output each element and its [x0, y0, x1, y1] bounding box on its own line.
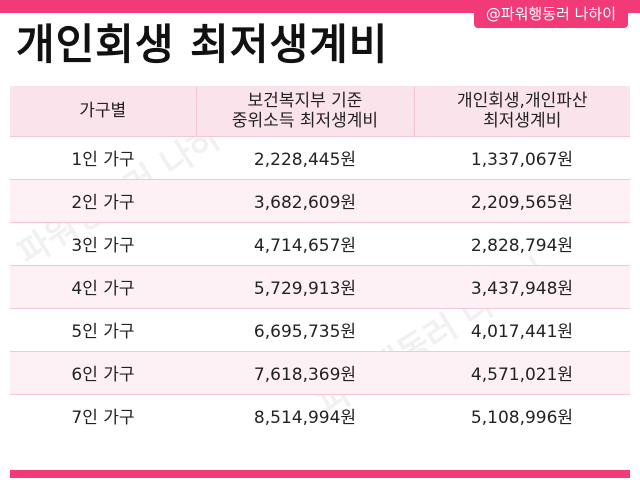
cell-median-income: 4,714,657원	[196, 221, 414, 265]
cell-living-cost: 3,437,948원	[414, 264, 630, 308]
table-header-row: 가구별 보건복지부 기준 중위소득 최저생계비 개인회생,개인파산 최저생계비	[10, 86, 630, 136]
table-row: 5인 가구 6,695,735원 4,017,441원	[10, 307, 630, 351]
bottom-accent-bar	[10, 470, 630, 478]
author-handle: @파워행동러 나하이	[473, 0, 628, 28]
cell-median-income: 5,729,913원	[196, 264, 414, 308]
cell-household: 1인 가구	[10, 135, 196, 179]
cell-living-cost: 1,337,067원	[414, 135, 630, 179]
table-row: 2인 가구 3,682,609원 2,209,565원	[10, 178, 630, 222]
cell-household: 2인 가구	[10, 178, 196, 222]
table-body: 1인 가구 2,228,445원 1,337,067원 2인 가구 3,682,…	[10, 135, 630, 437]
cell-living-cost: 2,828,794원	[414, 221, 630, 265]
header-rehab-living-cost: 개인회생,개인파산 최저생계비	[413, 86, 630, 136]
page-title: 개인회생 최저생계비	[16, 20, 389, 69]
table-row: 3인 가구 4,714,657원 2,828,794원	[10, 221, 630, 265]
header-household: 가구별	[10, 86, 196, 136]
cell-living-cost: 5,108,996원	[414, 393, 630, 437]
cell-median-income: 3,682,609원	[196, 178, 414, 222]
cell-living-cost: 4,571,021원	[414, 350, 630, 394]
table-row: 7인 가구 8,514,994원 5,108,996원	[10, 393, 630, 437]
header-line: 중위소득 최저생계비	[231, 110, 379, 131]
header-line: 최저생계비	[483, 110, 562, 131]
cell-median-income: 6,695,735원	[196, 307, 414, 351]
header-line: 개인회생,개인파산	[456, 90, 588, 111]
table-row: 6인 가구 7,618,369원 4,571,021원	[10, 350, 630, 394]
header-line: 보건복지부 기준	[247, 90, 363, 111]
cell-household: 3인 가구	[10, 221, 196, 265]
cell-living-cost: 2,209,565원	[414, 178, 630, 222]
header-line: 가구별	[79, 100, 127, 121]
table-row: 1인 가구 2,228,445원 1,337,067원	[10, 135, 630, 179]
cell-household: 6인 가구	[10, 350, 196, 394]
cell-median-income: 7,618,369원	[196, 350, 414, 394]
cell-household: 4인 가구	[10, 264, 196, 308]
table-row: 4인 가구 5,729,913원 3,437,948원	[10, 264, 630, 308]
table-header: 가구별 보건복지부 기준 중위소득 최저생계비 개인회생,개인파산 최저생계비	[10, 86, 630, 136]
cell-median-income: 8,514,994원	[196, 393, 414, 437]
living-cost-table: 가구별 보건복지부 기준 중위소득 최저생계비 개인회생,개인파산 최저생계비 …	[10, 86, 630, 437]
cell-living-cost: 4,017,441원	[414, 307, 630, 351]
cell-median-income: 2,228,445원	[196, 135, 414, 179]
cell-household: 5인 가구	[10, 307, 196, 351]
header-median-income: 보건복지부 기준 중위소득 최저생계비	[195, 86, 414, 136]
cell-household: 7인 가구	[10, 393, 196, 437]
